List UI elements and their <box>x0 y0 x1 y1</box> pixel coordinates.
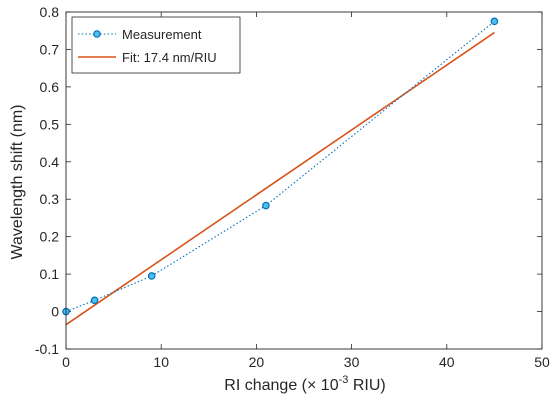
y-tick-label: 0.6 <box>40 79 60 95</box>
x-tick-label: 10 <box>153 354 169 370</box>
x-axis-label-exponent: -3 <box>339 374 349 386</box>
y-tick-label: 0.5 <box>40 116 60 132</box>
y-tick-label: 0.7 <box>40 41 60 57</box>
legend: Measurement Fit: 17.4 nm/RIU <box>71 16 241 74</box>
measurement-point <box>490 17 499 26</box>
x-tick-label: 40 <box>439 354 455 370</box>
legend-fit-label: Fit: 17.4 nm/RIU <box>122 50 217 65</box>
x-axis-label-main: RI change ( <box>224 377 307 394</box>
x-tick-label: 30 <box>344 354 360 370</box>
y-tick-label: 0.1 <box>40 266 60 282</box>
x-tick-label: 20 <box>249 354 265 370</box>
y-tick-label: -0.1 <box>35 341 59 357</box>
legend-measurement-label: Measurement <box>122 27 202 42</box>
x-tick-label: 0 <box>62 354 70 370</box>
measurement-point <box>262 201 270 210</box>
measurement-point <box>90 296 99 305</box>
legend-box <box>71 16 241 74</box>
tick-labels: 0 10 20 30 40 50-0.100.10.20.30.40.50.60.70.8 <box>35 4 550 370</box>
measurement-point <box>147 272 156 280</box>
x-axis-label-unit: RIU) <box>348 377 385 394</box>
axes-frame <box>65 11 543 350</box>
y-tick-label: 0.8 <box>40 4 60 20</box>
y-tick-label: 0 <box>51 304 59 320</box>
fit-line <box>65 31 495 326</box>
y-tick-label: 0.2 <box>40 229 60 245</box>
x-axis-label-times: × 10 <box>307 377 339 394</box>
x-tick-label: 50 <box>534 354 550 370</box>
y-tick-label: 0.3 <box>40 191 60 207</box>
legend-measurement-marker <box>93 30 101 38</box>
x-axis-label: RI change (× 10-3 RIU) <box>224 374 385 394</box>
y-axis-label: Wavelength shift (nm) <box>9 104 26 259</box>
axes-box <box>65 11 543 350</box>
y-tick-label: 0.4 <box>40 154 60 170</box>
